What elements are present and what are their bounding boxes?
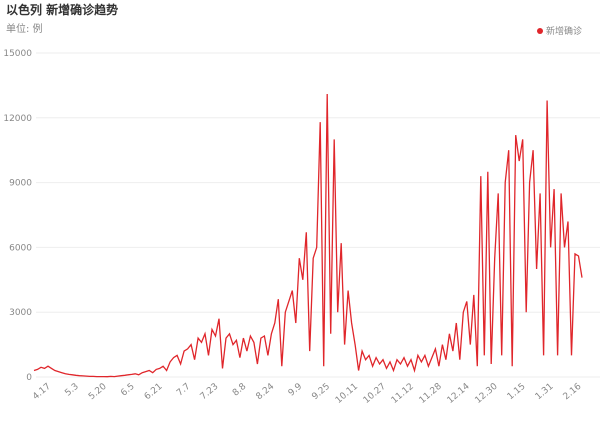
x-tick-label: 9.25 xyxy=(310,382,332,403)
x-tick-label: 12.14 xyxy=(446,381,472,405)
x-tick-label: 7.23 xyxy=(199,382,221,403)
x-tick-label: 8.8 xyxy=(231,381,249,398)
y-tick-label: 3000 xyxy=(9,308,32,318)
x-tick-label: 2.16 xyxy=(562,381,584,402)
x-tick-label: 11.28 xyxy=(418,381,444,405)
y-tick-label: 9000 xyxy=(9,179,32,189)
x-tick-label: 7.7 xyxy=(175,382,192,399)
x-tick-label: 5.20 xyxy=(87,381,109,402)
x-tick-label: 8.24 xyxy=(254,381,276,402)
x-tick-label: 4.17 xyxy=(31,382,53,403)
x-tick-label: 10.27 xyxy=(362,382,388,406)
y-tick-label: 12000 xyxy=(3,114,32,124)
y-tick-label: 0 xyxy=(26,373,32,383)
x-tick-label: 1.15 xyxy=(506,382,528,403)
x-tick-label: 11.12 xyxy=(390,382,416,406)
x-tick-label: 6.21 xyxy=(143,382,165,403)
x-tick-label: 1.31 xyxy=(534,382,556,403)
x-tick-label: 5.3 xyxy=(63,382,80,399)
x-tick-label: 6.5 xyxy=(119,382,136,399)
legend-label: 新增确诊 xyxy=(546,25,582,37)
y-tick-label: 6000 xyxy=(9,243,32,253)
chart-title: 以色列 新增确诊趋势 xyxy=(6,2,118,17)
data-line xyxy=(33,93,583,378)
unit-label: 单位: 例 xyxy=(6,22,43,35)
x-tick-label: 9.9 xyxy=(287,381,305,398)
y-tick-label: 15000 xyxy=(3,49,32,59)
x-tick-label: 10.11 xyxy=(334,382,360,406)
legend-marker xyxy=(537,28,543,34)
x-tick-label: 12.30 xyxy=(474,381,500,405)
